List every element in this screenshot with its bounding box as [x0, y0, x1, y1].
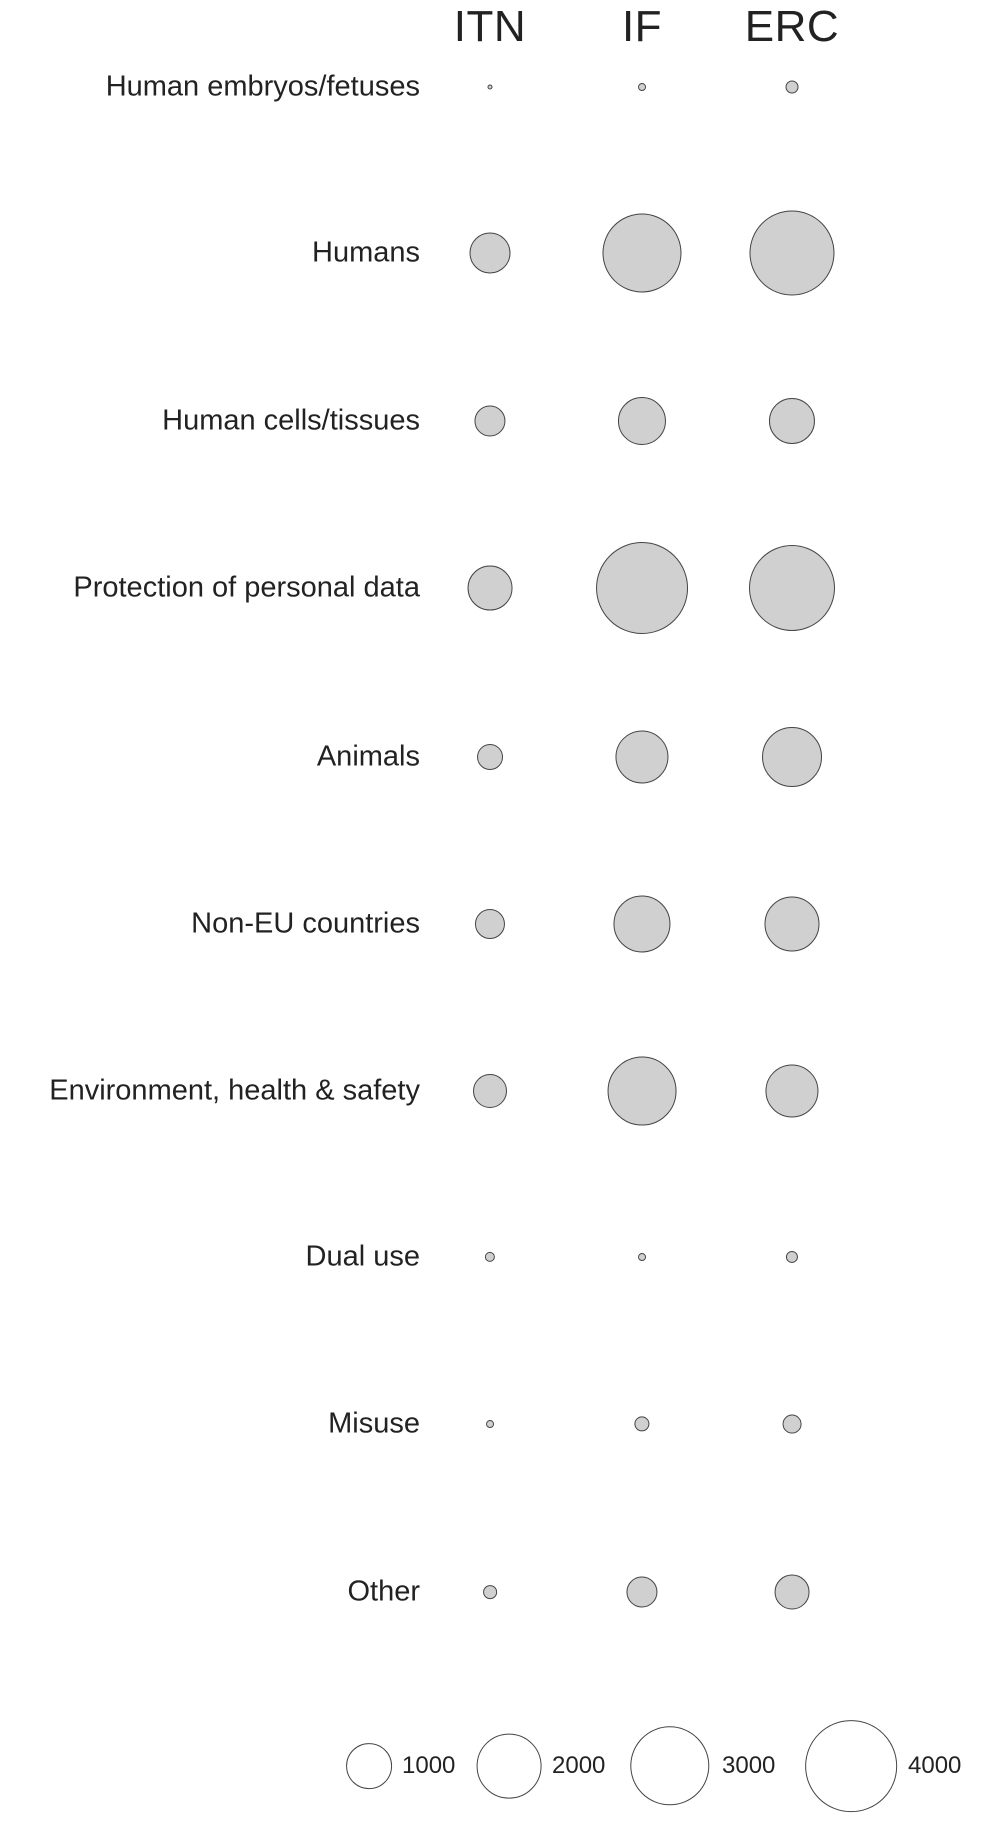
bubble-erc: [748, 544, 836, 632]
bubble-erc: [764, 896, 820, 952]
bubble-itn: [473, 1074, 507, 1108]
bubble-erc: [762, 727, 822, 787]
row-label: Humans: [312, 236, 420, 269]
bubble-erc: [765, 1064, 819, 1118]
bubble-itn: [477, 744, 503, 770]
bubble-if: [615, 730, 669, 784]
row-label: Animals: [316, 740, 420, 773]
bubble-itn: [483, 1585, 497, 1599]
row-label: Environment, health & safety: [49, 1074, 420, 1107]
row-label: Non-EU countries: [191, 907, 420, 940]
bubble-itn: [474, 908, 506, 940]
column-header-erc: ERC: [744, 2, 840, 51]
bubble-itn: [467, 565, 513, 611]
bubble-if: [638, 1253, 646, 1261]
legend-label: 1000: [402, 1752, 456, 1779]
bubble-itn: [469, 232, 511, 274]
legend-label: 4000: [908, 1752, 962, 1779]
bubble-if: [626, 1576, 658, 1608]
column-header-if: IF: [621, 2, 663, 51]
row-label: Misuse: [328, 1407, 420, 1440]
row-label: Dual use: [305, 1240, 420, 1273]
legend-label: 2000: [552, 1752, 606, 1779]
bubble-if: [613, 895, 671, 953]
bubble-erc: [774, 1574, 810, 1610]
bubble-if: [617, 396, 667, 446]
bubble-if: [596, 542, 688, 634]
legend-circle-1000: [346, 1743, 392, 1789]
bubble-if: [638, 83, 646, 91]
row-label: Other: [347, 1575, 420, 1608]
bubble-erc: [768, 397, 816, 445]
column-header-itn: ITN: [453, 2, 527, 51]
legend-circle-3000: [630, 1726, 710, 1806]
bubble-erc: [782, 1414, 802, 1434]
bubble-itn: [484, 1251, 496, 1263]
bubble-if: [602, 213, 682, 293]
bubble-erc: [749, 210, 835, 296]
bubble-itn: [486, 1420, 494, 1428]
bubble-if: [634, 1416, 650, 1432]
legend-label: 3000: [722, 1752, 776, 1779]
row-label: Protection of personal data: [73, 571, 420, 604]
row-label: Human embryos/fetuses: [105, 70, 420, 103]
row-label: Human cells/tissues: [162, 404, 420, 437]
bubble-erc: [785, 1250, 799, 1264]
bubble-if: [607, 1056, 677, 1126]
legend-circle-2000: [476, 1733, 542, 1799]
bubble-erc: [785, 80, 799, 94]
bubble-itn: [487, 84, 493, 90]
legend-circle-4000: [805, 1720, 897, 1812]
bubble-itn: [474, 405, 506, 437]
